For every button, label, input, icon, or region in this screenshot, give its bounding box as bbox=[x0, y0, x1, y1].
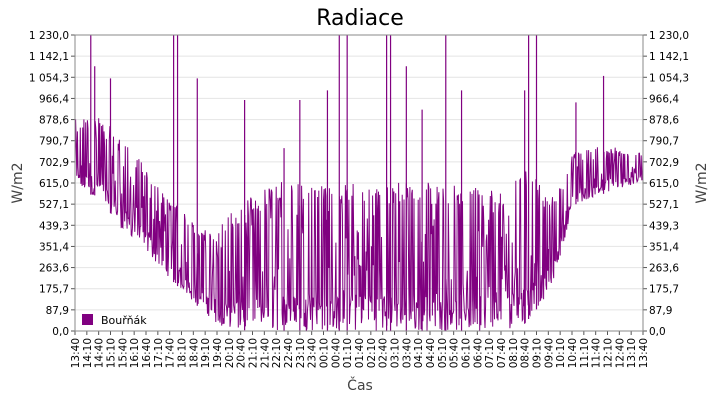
y-tick-label-left: 439,3 bbox=[39, 220, 69, 232]
axes: 0,0 0,0 87,9 87,9 175,7 175,7 263,6 263,6 351,4 3… bbox=[29, 30, 689, 368]
plot-frame bbox=[74, 34, 644, 332]
x-tick-label: 08:10 bbox=[508, 338, 520, 368]
y-tick-label-right: 790,7 bbox=[649, 136, 679, 148]
x-tick-label: 17:10 bbox=[153, 338, 165, 368]
data-series bbox=[74, 35, 644, 332]
y-tick-label-left: 1 054,3 bbox=[29, 72, 69, 84]
y-axis-label-left: W/m2 bbox=[10, 162, 26, 203]
x-tick-label: 20:10 bbox=[224, 338, 236, 368]
y-tick-label-left: 175,7 bbox=[39, 284, 69, 296]
x-tick-label: 15:40 bbox=[117, 338, 129, 368]
x-tick-label: 07:10 bbox=[484, 338, 496, 368]
y-axis-label-right: W/m2 bbox=[694, 162, 710, 203]
x-tick-label: 02:10 bbox=[366, 338, 378, 368]
y-tick-label-left: 351,4 bbox=[39, 241, 69, 253]
x-tick-label: 21:40 bbox=[259, 338, 271, 368]
y-tick-label-right: 175,7 bbox=[649, 284, 679, 296]
x-tick-label: 00:10 bbox=[319, 338, 331, 368]
x-tick-label: 23:10 bbox=[295, 338, 307, 368]
x-tick-label: 19:40 bbox=[212, 338, 224, 368]
x-tick-label: 14:40 bbox=[94, 338, 106, 368]
x-tick-label: 06:10 bbox=[461, 338, 473, 368]
legend-label: Bouřňák bbox=[101, 314, 147, 327]
x-tick-label: 03:40 bbox=[401, 338, 413, 368]
x-tick-label: 07:40 bbox=[496, 338, 508, 368]
legend: Bouřňák bbox=[82, 314, 147, 327]
y-tick-label-right: 1 142,1 bbox=[649, 51, 689, 63]
chart-title: Radiace bbox=[316, 6, 403, 31]
x-tick-label: 11:10 bbox=[579, 338, 591, 368]
y-tick-label-left: 966,4 bbox=[39, 93, 69, 105]
y-tick-label-right: 439,3 bbox=[649, 220, 679, 232]
y-tick-label-left: 790,7 bbox=[39, 136, 69, 148]
x-tick-label: 18:40 bbox=[188, 338, 200, 368]
x-tick-label: 14:10 bbox=[82, 338, 94, 368]
x-tick-label: 11:40 bbox=[591, 338, 603, 368]
x-tick-label: 09:40 bbox=[543, 338, 555, 368]
y-tick-label-left: 702,9 bbox=[39, 157, 69, 169]
x-tick-label: 05:40 bbox=[449, 338, 461, 368]
x-tick-label: 10:10 bbox=[555, 338, 567, 368]
x-tick-label: 20:40 bbox=[236, 338, 248, 368]
x-tick-label: 19:10 bbox=[200, 338, 212, 368]
y-tick-label-right: 351,4 bbox=[649, 241, 679, 253]
y-tick-label-left: 1 142,1 bbox=[29, 51, 69, 63]
x-tick-label: 13:40 bbox=[638, 338, 650, 368]
x-tick-label: 18:10 bbox=[177, 338, 189, 368]
y-tick-label-right: 527,1 bbox=[649, 199, 679, 211]
x-tick-label: 16:10 bbox=[129, 338, 141, 368]
y-tick-label-left: 878,6 bbox=[39, 115, 69, 127]
x-tick-label: 12:10 bbox=[603, 338, 615, 368]
x-tick-label: 09:10 bbox=[532, 338, 544, 368]
x-tick-label: 00:40 bbox=[330, 338, 342, 368]
x-tick-label: 08:40 bbox=[520, 338, 532, 368]
x-tick-label: 16:40 bbox=[141, 338, 153, 368]
x-tick-label: 01:40 bbox=[354, 338, 366, 368]
x-tick-label: 22:40 bbox=[283, 338, 295, 368]
y-tick-label-left: 87,9 bbox=[46, 305, 69, 317]
y-tick-label-left: 263,6 bbox=[39, 263, 69, 275]
series-line-boufnak bbox=[74, 118, 644, 332]
y-tick-label-right: 87,9 bbox=[649, 305, 672, 317]
x-tick-label: 06:40 bbox=[472, 338, 484, 368]
y-tick-label-right: 615,0 bbox=[649, 178, 679, 190]
y-tick-label-right: 1 054,3 bbox=[649, 72, 689, 84]
y-tick-label-right: 0,0 bbox=[649, 326, 666, 338]
y-tick-label-right: 1 230,0 bbox=[649, 30, 689, 42]
x-tick-label: 17:40 bbox=[165, 338, 177, 368]
y-tick-label-right: 878,6 bbox=[649, 115, 679, 127]
x-tick-label: 05:10 bbox=[437, 338, 449, 368]
x-tick-label: 23:40 bbox=[307, 338, 319, 368]
x-tick-label: 04:10 bbox=[413, 338, 425, 368]
x-tick-label: 02:40 bbox=[378, 338, 390, 368]
x-tick-label: 04:40 bbox=[425, 338, 437, 368]
y-tick-label-left: 615,0 bbox=[39, 178, 69, 190]
x-tick-label: 12:40 bbox=[614, 338, 626, 368]
y-tick-label-right: 263,6 bbox=[649, 263, 679, 275]
y-tick-label-right: 966,4 bbox=[649, 93, 679, 105]
y-tick-label-left: 527,1 bbox=[39, 199, 69, 211]
y-tick-label-left: 0,0 bbox=[52, 326, 69, 338]
x-tick-label: 13:40 bbox=[70, 338, 82, 368]
x-tick-label: 21:10 bbox=[248, 338, 260, 368]
x-tick-label: 01:10 bbox=[342, 338, 354, 368]
y-tick-label-left: 1 230,0 bbox=[29, 30, 69, 42]
x-tick-label: 10:40 bbox=[567, 338, 579, 368]
legend-swatch bbox=[82, 314, 93, 325]
x-axis-label: Čas bbox=[347, 376, 373, 394]
x-tick-label: 03:10 bbox=[390, 338, 402, 368]
y-tick-label-right: 702,9 bbox=[649, 157, 679, 169]
x-tick-label: 13:10 bbox=[626, 338, 638, 368]
x-tick-label: 22:10 bbox=[271, 338, 283, 368]
x-tick-label: 15:10 bbox=[106, 338, 118, 368]
